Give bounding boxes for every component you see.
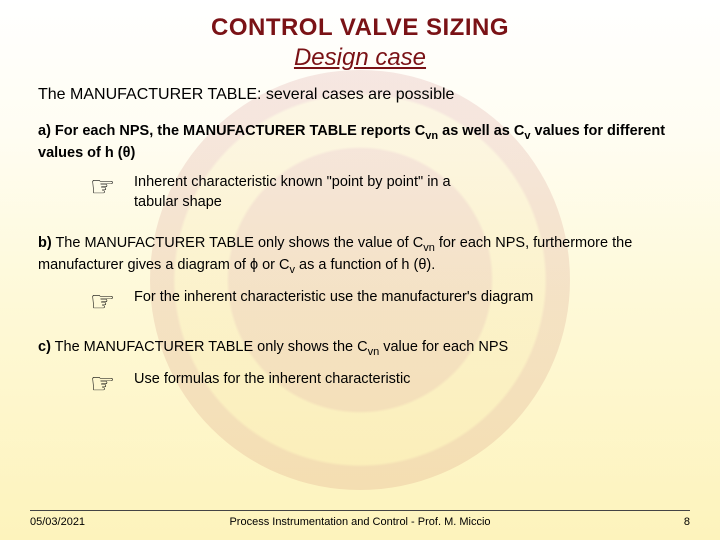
case-b-label: b) bbox=[38, 235, 52, 251]
hand-icon: ☞ bbox=[90, 370, 134, 398]
title-subtitle: Design case bbox=[30, 44, 690, 72]
case-b-sub1: vn bbox=[423, 242, 435, 254]
case-c-point: Use formulas for the inherent characteri… bbox=[134, 370, 410, 390]
case-a-label: a) bbox=[38, 123, 51, 139]
case-a-point-row: ☞ Inherent characteristic known "point b… bbox=[90, 173, 690, 212]
title-main: CONTROL VALVE SIZING bbox=[30, 14, 690, 42]
footer-divider bbox=[30, 510, 690, 511]
footer: 05/03/2021 Process Instrumentation and C… bbox=[0, 516, 720, 528]
case-c-post: value for each NPS bbox=[379, 339, 508, 355]
case-c-point-row: ☞ Use formulas for the inherent characte… bbox=[90, 370, 690, 398]
hand-icon: ☞ bbox=[90, 288, 134, 316]
case-b-point: For the inherent characteristic use the … bbox=[134, 288, 533, 308]
case-b: b) The MANUFACTURER TABLE only shows the… bbox=[38, 234, 682, 277]
case-c-label: c) bbox=[38, 339, 51, 355]
case-b-post: as a function of h (θ). bbox=[295, 257, 435, 273]
footer-center: Process Instrumentation and Control - Pr… bbox=[0, 516, 720, 528]
case-a-mid: as well as C bbox=[438, 123, 524, 139]
case-a-sub1: vn bbox=[425, 130, 438, 142]
case-a-pre: For each NPS, the MANUFACTURER TABLE rep… bbox=[51, 123, 425, 139]
slide-content: CONTROL VALVE SIZING Design case The MAN… bbox=[0, 0, 720, 540]
intro-text: The MANUFACTURER TABLE: several cases ar… bbox=[38, 86, 690, 104]
case-b-point-row: ☞ For the inherent characteristic use th… bbox=[90, 288, 690, 316]
title-block: CONTROL VALVE SIZING Design case bbox=[30, 14, 690, 72]
case-c: c) The MANUFACTURER TABLE only shows the… bbox=[38, 338, 682, 360]
case-c-sub1: vn bbox=[368, 346, 380, 358]
case-a-point: Inherent characteristic known "point by … bbox=[134, 173, 494, 212]
case-b-pre: The MANUFACTURER TABLE only shows the va… bbox=[52, 235, 424, 251]
case-c-pre: The MANUFACTURER TABLE only shows the C bbox=[51, 339, 368, 355]
hand-icon: ☞ bbox=[90, 173, 134, 201]
case-a: a) For each NPS, the MANUFACTURER TABLE … bbox=[38, 122, 682, 163]
